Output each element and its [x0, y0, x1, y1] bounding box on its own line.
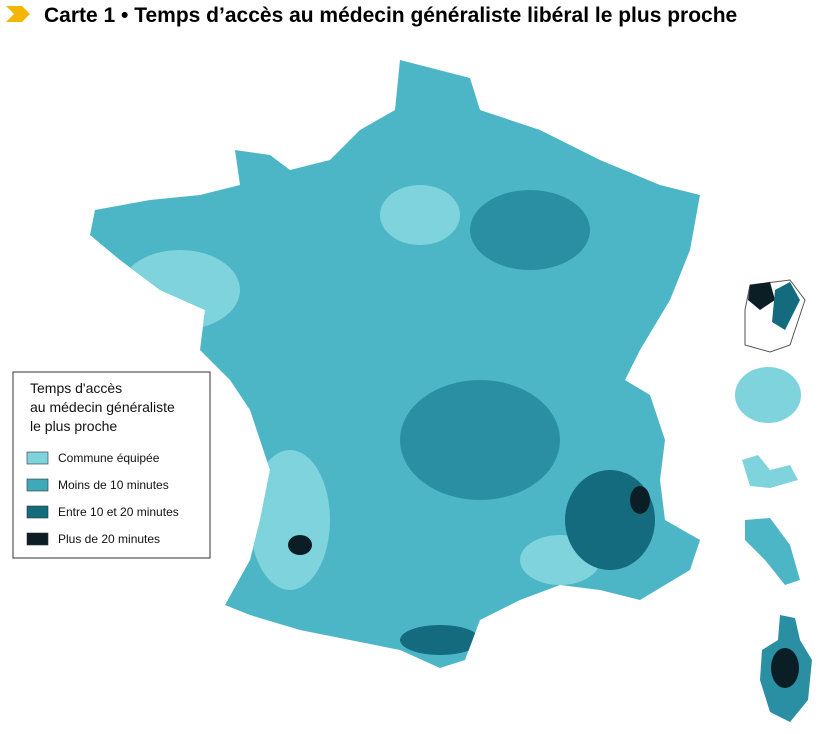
martinique [745, 518, 800, 585]
title-icon [6, 6, 30, 22]
light-area [120, 250, 240, 330]
legend-box [12, 371, 211, 559]
dark-area [400, 380, 560, 500]
legend-swatch [26, 478, 49, 492]
light-area [250, 450, 330, 590]
dark-area [470, 190, 590, 270]
reunion [735, 367, 801, 423]
corse-area [771, 648, 799, 688]
guadeloupe [742, 455, 798, 488]
legend-label: Commune équipée [58, 451, 160, 465]
legend-title: au médecin généraliste [30, 399, 175, 415]
dark-area [400, 625, 480, 655]
legend-title: Temps d'accès [30, 380, 122, 396]
guyane-area [772, 282, 800, 330]
france-map [90, 60, 700, 668]
legend: Temps d'accès au médecin généraliste le … [12, 371, 211, 559]
legend-label: Moins de 10 minutes [58, 478, 169, 492]
region-fill [90, 60, 700, 668]
guyane-area [748, 282, 775, 310]
legend-label: Plus de 20 minutes [58, 532, 160, 546]
map-title: Carte 1 • Temps d’accès au médecin génér… [44, 4, 737, 27]
light-area [380, 185, 460, 245]
legend-title: le plus proche [30, 418, 117, 434]
darkest-area [630, 486, 650, 514]
legend-swatch [26, 451, 49, 465]
legend-label: Entre 10 et 20 minutes [58, 505, 179, 519]
darkest-area [288, 535, 312, 555]
legend-swatch [26, 532, 49, 546]
dark-area [565, 470, 655, 570]
legend-swatch [26, 505, 49, 519]
